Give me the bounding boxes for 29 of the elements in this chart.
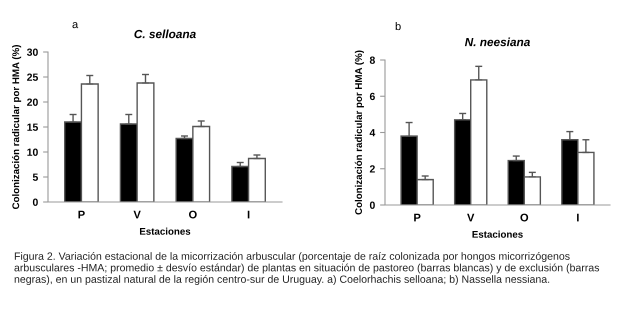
x-tick-label: V [134, 210, 141, 218]
x-tick-label: V [467, 214, 474, 222]
chart-title: N. neesiana [464, 38, 530, 46]
x-tick-label: I [248, 210, 250, 218]
y-tick-label: 30 [26, 48, 38, 56]
text: b [396, 22, 401, 30]
y-tick-label: 6 [370, 92, 375, 100]
x-tick-label: P [414, 214, 420, 222]
y-tick-label: 25 [27, 74, 38, 81]
x-tick-label: I [577, 214, 579, 222]
x-axis-title: Estaciones [472, 230, 523, 238]
x-axis-title: Estaciones [140, 228, 190, 235]
chart-title: C. selloana [134, 30, 196, 38]
y-tick-label: 2 [370, 165, 375, 173]
text: Figura 2. Variación estacional de la micorrización arbuscular (porcentaje de raíz colonizada por hongos micorrizógenos arbusculares -HMA; promedio ± desvío estándar) de plantas en situación de pastoreo (barras blancas) y de exclusión (barras negras), en un pastizal natural de la región centro-sur de Uruguay. a) Coelorhachis selloana; b) Nassella nessiana. [14, 252, 600, 285]
y-tick-label: 8 [370, 56, 375, 64]
y-axis-title: Colonización radicular por HMA (%) [354, 50, 364, 215]
y-tick-label: 20 [27, 98, 38, 106]
y-tick-label: 0 [32, 198, 38, 206]
x-tick-label: O [188, 210, 197, 218]
x-tick-label: P [78, 210, 85, 218]
x-tick-label: O [520, 214, 528, 222]
text: a [72, 22, 78, 28]
y-axis-title: Colonización radicular por HMA (%) [12, 45, 22, 210]
y-tick-label: 4 [370, 129, 376, 136]
y-tick-label: 15 [27, 124, 38, 131]
y-tick-label: 5 [32, 174, 38, 181]
y-tick-label: 0 [370, 202, 375, 209]
y-tick-label: 10 [27, 148, 38, 156]
